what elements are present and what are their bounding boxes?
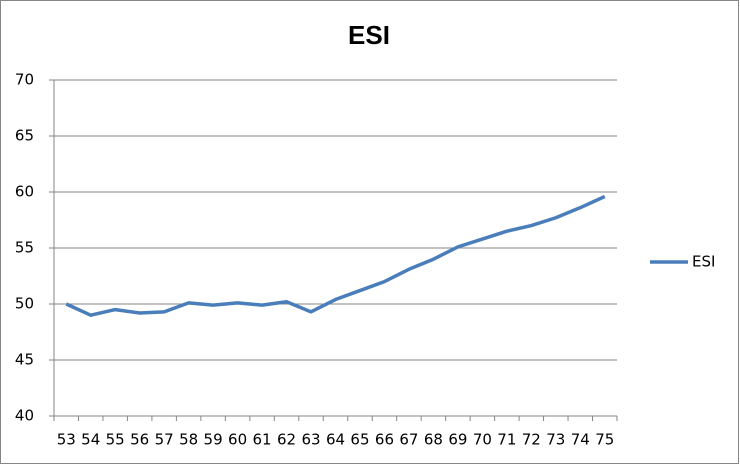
y-tick-label: 50 (15, 295, 34, 313)
y-tick-label: 65 (15, 127, 34, 145)
x-tick-label: 58 (179, 431, 198, 449)
x-tick-label: 66 (375, 431, 394, 449)
x-tick-label: 73 (546, 431, 565, 449)
data-line (65, 194, 606, 317)
x-tick-label: 56 (130, 431, 149, 449)
x-tick-label: 74 (571, 431, 590, 449)
x-tick-label: 64 (326, 431, 345, 449)
x-tick-label: 53 (57, 431, 76, 449)
y-tick-label: 70 (15, 71, 34, 89)
x-tick-label: 63 (301, 431, 320, 449)
y-tick-label: 55 (15, 239, 34, 257)
x-tick-label: 61 (253, 431, 272, 449)
chart-title: ESI (348, 20, 390, 50)
x-tick-label: 59 (204, 431, 223, 449)
x-tick-label: 57 (155, 431, 174, 449)
x-tick-label: 55 (106, 431, 125, 449)
x-tick-label: 71 (497, 431, 516, 449)
x-tick-label: 60 (228, 431, 247, 449)
x-tick-label: 70 (473, 431, 492, 449)
legend-label: ESI (692, 253, 715, 271)
x-tick-label: 65 (350, 431, 369, 449)
x-tick-label: 67 (399, 431, 418, 449)
y-tick-label: 40 (15, 407, 34, 425)
x-tick-label: 72 (522, 431, 541, 449)
x-tick-label: 75 (595, 431, 614, 449)
x-tick-label: 68 (424, 431, 443, 449)
x-tick-label: 54 (81, 431, 100, 449)
x-tick-label: 62 (277, 431, 296, 449)
y-tick-label: 60 (15, 183, 34, 201)
y-tick-label: 45 (15, 351, 34, 369)
x-tick-label: 69 (448, 431, 467, 449)
